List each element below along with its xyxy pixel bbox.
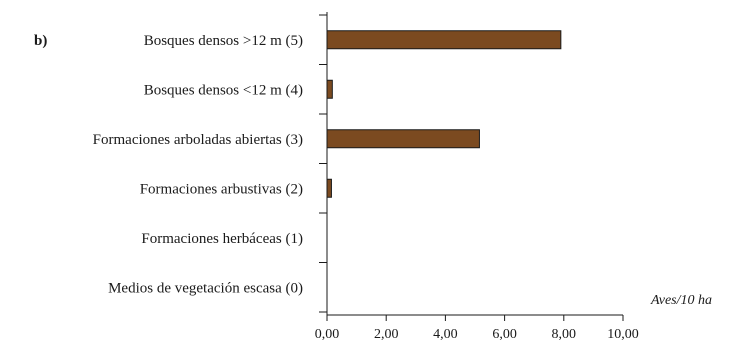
category-labels: Bosques densos >12 m (5) Bosques densos <… [93, 33, 303, 297]
x-ticks: 0,00 2,00 4,00 6,00 8,00 10,00 [315, 315, 639, 342]
y-ticks [319, 14, 327, 313]
bars [326, 30, 562, 198]
x-tick-label: 10,00 [607, 327, 639, 342]
x-tick-label: 2,00 [374, 327, 399, 342]
category-label: Formaciones herbáceas (1) [141, 231, 303, 247]
x-tick-label: 8,00 [552, 327, 577, 342]
category-label: Medios de vegetación escasa (0) [108, 280, 303, 296]
category-label: Formaciones arbustivas (2) [140, 181, 303, 197]
bar [326, 30, 562, 50]
category-label: Bosques densos >12 m (5) [144, 33, 303, 49]
x-tick-label: 6,00 [492, 327, 517, 342]
x-tick-label: 0,00 [315, 327, 340, 342]
panel-label: b) [34, 33, 47, 49]
category-label: Bosques densos <12 m (4) [144, 82, 303, 98]
axes [326, 12, 623, 316]
bar [326, 129, 480, 149]
x-tick-label: 4,00 [433, 327, 458, 342]
bar [326, 178, 332, 198]
x-axis-unit-label: Aves/10 ha [650, 293, 712, 308]
bar [326, 79, 333, 99]
category-label: Formaciones arboladas abiertas (3) [93, 132, 303, 148]
